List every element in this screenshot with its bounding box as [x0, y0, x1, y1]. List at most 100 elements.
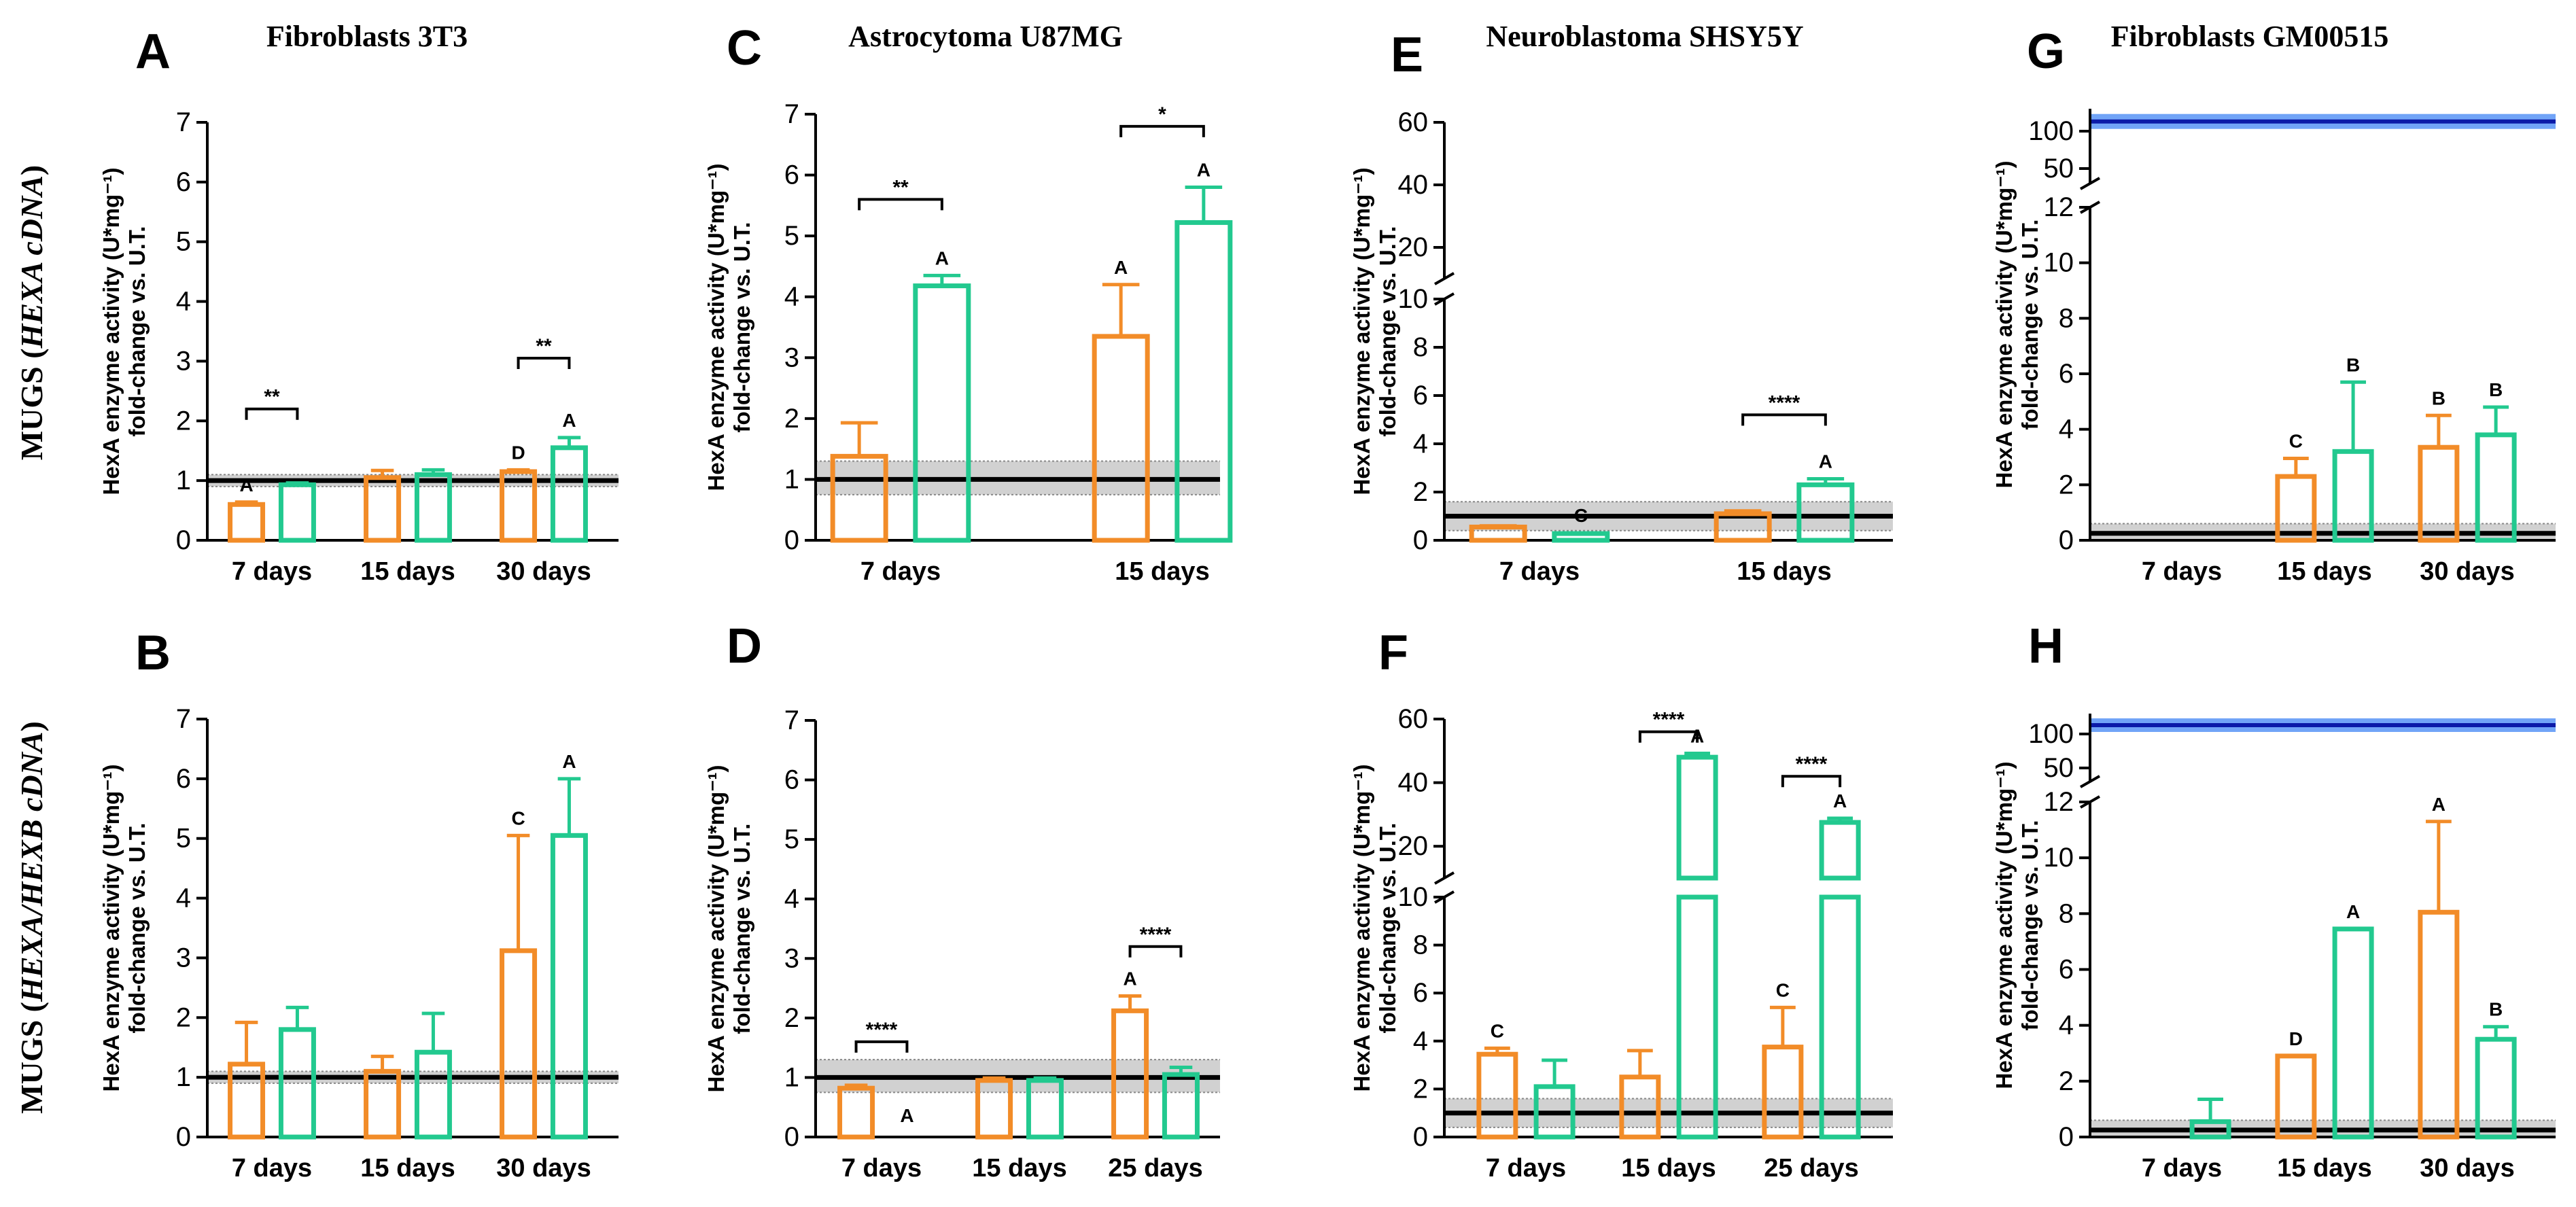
row-label-hexa-hexb-prefix: MUGS (: [14, 1002, 49, 1114]
chart-panel-d: D HexA enzyme activity (U*mg⁻¹)fold-chang…: [703, 619, 1220, 1183]
y-tick-label: 8: [2059, 898, 2074, 928]
significance-bracket: [1741, 413, 1827, 426]
y-tick-label: 7: [176, 107, 191, 137]
bar-series2: [1552, 531, 1610, 543]
significance-letter: A: [1833, 790, 1847, 811]
y-axis-label: HexA enzyme activity (U*mg⁻¹)fold-change…: [1991, 161, 2042, 489]
y-tick-label: 6: [176, 167, 191, 197]
bar-series2: [913, 283, 971, 543]
axis-break-mark: [2080, 177, 2100, 190]
chart-panel-c: C HexA enzyme activity (U*mg⁻¹)fold-chang…: [703, 21, 1233, 586]
x-tick-label: 30 days: [2420, 557, 2514, 586]
y-tick-label: 8: [1413, 930, 1428, 960]
y-tick-label: 0: [176, 525, 191, 555]
y-tick-label: 6: [1413, 978, 1428, 1008]
significance-letter: A: [562, 410, 576, 431]
significance-bracket: [1128, 945, 1183, 958]
chart-panel-h: H HexA enzyme activity (U*mg⁻¹)fold-chang…: [1991, 619, 2556, 1183]
y-axis-label: HexA enzyme activity (U*mg⁻¹)fold-change…: [1349, 765, 1400, 1092]
y-axis-label-line: fold-change vs. U.T.: [124, 226, 150, 437]
significance-stars: *: [1158, 103, 1166, 126]
panel-letter-c: C: [727, 21, 762, 75]
y-tick-label: 3: [784, 943, 799, 973]
y-tick-label: 12: [2044, 787, 2074, 817]
y-axis-label-line: fold-change vs. U.T.: [1375, 226, 1400, 437]
bar-series2: [1819, 894, 1861, 1140]
panel-letter-e: E: [1391, 28, 1423, 82]
y-tick-label: 100: [2028, 116, 2074, 146]
y-axis-label-line: HexA enzyme activity (U*mg⁻¹): [703, 164, 729, 491]
y-axis-label-line: HexA enzyme activity (U*mg⁻¹): [1349, 765, 1374, 1092]
significance-letter: C: [1491, 1020, 1504, 1041]
y-tick-label: 4: [176, 884, 191, 913]
panel-letter-a: A: [135, 24, 171, 79]
x-tick-label: 15 days: [972, 1154, 1066, 1183]
row-label-hexa-prefix: MUGS (: [14, 348, 49, 460]
bar-series1: [1092, 334, 1150, 543]
significance-letter: D: [511, 442, 525, 463]
x-tick-label: 25 days: [1108, 1154, 1202, 1183]
significance-letter: B: [2489, 379, 2503, 400]
significance-letter: C: [511, 807, 525, 828]
y-axis-label-line: fold-change vs. U.T.: [124, 823, 150, 1034]
panel-letter-f: F: [1378, 626, 1408, 680]
y-axis-label-line: HexA enzyme activity (U*mg⁻¹): [1991, 762, 2017, 1089]
y-tick-label: 0: [2059, 1122, 2074, 1152]
y-tick-label: 6: [1413, 381, 1428, 410]
y-tick-label: 10: [1398, 284, 1429, 314]
x-tick-label: 7 days: [1486, 1154, 1566, 1183]
significance-letter: C: [1574, 505, 1588, 526]
y-axis-label-line: fold-change vs. U.T.: [729, 222, 754, 433]
x-tick-label: 15 days: [2277, 1154, 2371, 1183]
row-label-hexa-suffix: ): [14, 165, 49, 175]
significance-stars: ****: [866, 1019, 898, 1041]
y-axis-label-line: HexA enzyme activity (U*mg⁻¹): [99, 168, 124, 495]
y-tick-label: 0: [784, 525, 799, 555]
significance-letter: A: [1197, 159, 1211, 180]
y-tick-label: 5: [176, 824, 191, 854]
x-tick-label: 7 days: [232, 1154, 312, 1183]
chart-panel-e: E HexA enzyme activity (U*mg⁻¹)fold-chang…: [1349, 28, 1893, 586]
y-tick-label: 6: [2059, 955, 2074, 985]
column-title-astrocytoma: Astrocytoma U87MG: [848, 20, 1123, 53]
axis-break-mark: [1434, 272, 1455, 285]
bar-series1: [2275, 1053, 2317, 1140]
significance-letter: B: [2346, 354, 2360, 375]
chart-panel-f: F HexA enzyme activity (U*mg⁻¹)fold-chang…: [1349, 626, 1893, 1183]
y-tick-label: 3: [176, 943, 191, 973]
y-tick-label: 4: [2059, 415, 2074, 444]
column-title-fibroblasts-3t3: Fibroblasts 3T3: [266, 20, 468, 53]
panel-letter-h: H: [2028, 619, 2064, 674]
y-axis-label: HexA enzyme activity (U*mg⁻¹)fold-change…: [1349, 168, 1400, 495]
significance-stars: ****: [1653, 709, 1685, 731]
y-tick-label: 2: [1413, 1074, 1428, 1104]
y-axis-label-line: HexA enzyme activity (U*mg⁻¹): [703, 765, 729, 1093]
significance-stars: ****: [1140, 924, 1172, 946]
significance-letter: A: [1123, 968, 1136, 989]
panel-letter-g: G: [2027, 24, 2065, 79]
y-tick-label: 2: [2059, 470, 2074, 500]
bar-series1: [500, 948, 538, 1140]
x-tick-label: 7 days: [1499, 557, 1580, 586]
y-tick-label: 6: [784, 765, 799, 795]
y-axis-label: HexA enzyme activity (U*mg⁻¹)fold-change…: [703, 765, 754, 1093]
y-axis-label-line: HexA enzyme activity (U*mg⁻¹): [1349, 168, 1374, 495]
y-tick-label: 10: [2044, 843, 2074, 873]
y-tick-label: 0: [1413, 1122, 1428, 1152]
y-axis-label: HexA enzyme activity (U*mg⁻¹)fold-change…: [99, 765, 150, 1092]
y-axis-label: HexA enzyme activity (U*mg⁻¹)fold-change…: [99, 168, 150, 495]
y-tick-label: 50: [2044, 154, 2074, 183]
y-tick-label: 50: [2044, 753, 2074, 783]
row-label-hexa-hexb-italic: HEXA/HEXB cDNA: [14, 732, 49, 1002]
y-axis-label-line: fold-change vs. U.T.: [2017, 820, 2042, 1031]
column-title-fibroblasts-gm00515: Fibroblasts GM00515: [2111, 20, 2389, 53]
y-tick-label: 1: [176, 466, 191, 495]
y-tick-label: 7: [784, 705, 799, 735]
bar-series2: [550, 445, 588, 543]
y-tick-label: 2: [176, 1002, 191, 1032]
y-tick-label: 1: [176, 1062, 191, 1092]
y-tick-label: 4: [1413, 429, 1428, 459]
y-tick-label: 2: [784, 1003, 799, 1033]
axis-break-mark: [1434, 871, 1455, 885]
